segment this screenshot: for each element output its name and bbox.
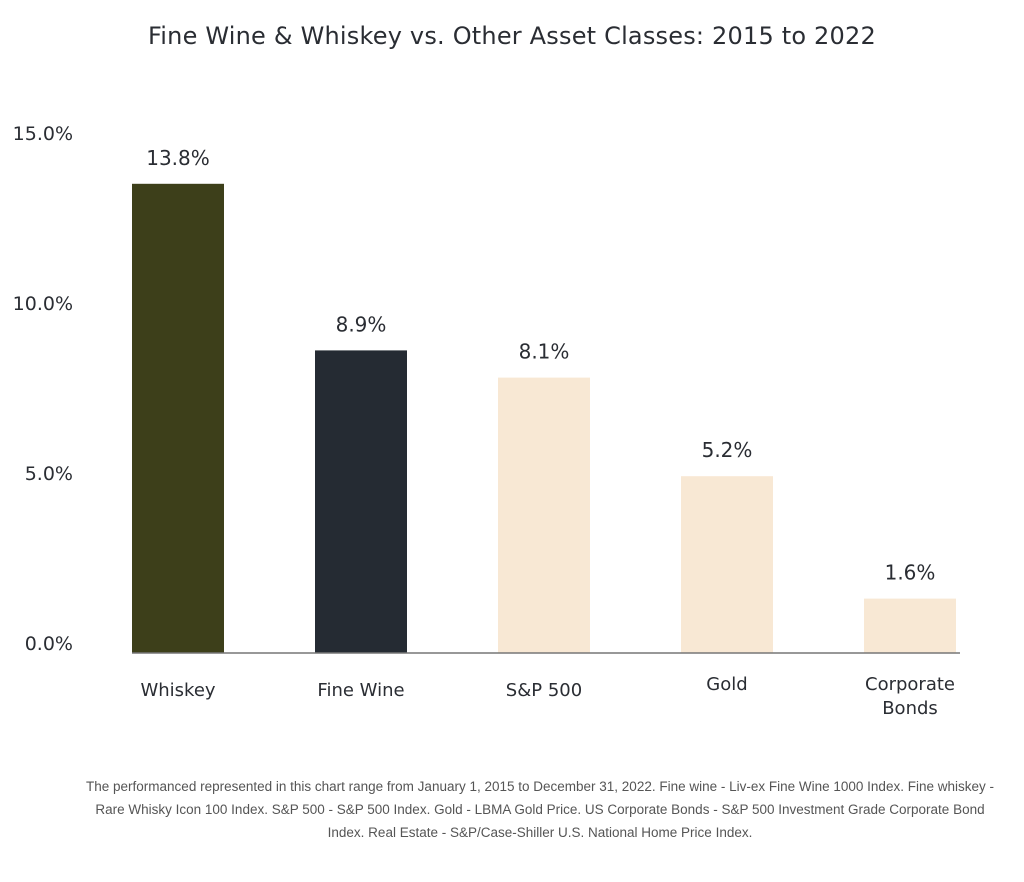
- x-tick-label: Corporate Bonds: [865, 674, 955, 719]
- bar-whiskey: [132, 183, 224, 654]
- x-tick-label: S&P 500: [506, 680, 582, 701]
- bar-corporate-bonds: [864, 598, 956, 653]
- x-tick-label: Fine Wine: [317, 680, 404, 701]
- chart-title: Fine Wine & Whiskey vs. Other Asset Clas…: [148, 22, 876, 50]
- data-label: 13.8%: [146, 146, 210, 170]
- x-tick-label: Whiskey: [140, 680, 215, 701]
- y-tick-label: 5.0%: [25, 463, 73, 485]
- data-label: 8.9%: [336, 312, 387, 336]
- footnote: The performanced represented in this cha…: [86, 779, 994, 840]
- bar-gold: [681, 476, 773, 653]
- bar-chart: 0.0% 5.0% 10.0% 15.0% 13.8% Whiskey 8.9% Fine W…: [13, 123, 960, 719]
- x-tick-label: Gold: [706, 674, 747, 695]
- data-label: 1.6%: [885, 561, 936, 585]
- bar-s-p-500: [498, 377, 590, 653]
- y-tick-label: 0.0%: [25, 633, 73, 655]
- data-label: 5.2%: [702, 438, 753, 462]
- y-tick-label: 15.0%: [13, 123, 73, 145]
- y-tick-label: 10.0%: [13, 293, 73, 315]
- bar-fine-wine: [315, 350, 407, 653]
- data-label: 8.1%: [519, 340, 570, 364]
